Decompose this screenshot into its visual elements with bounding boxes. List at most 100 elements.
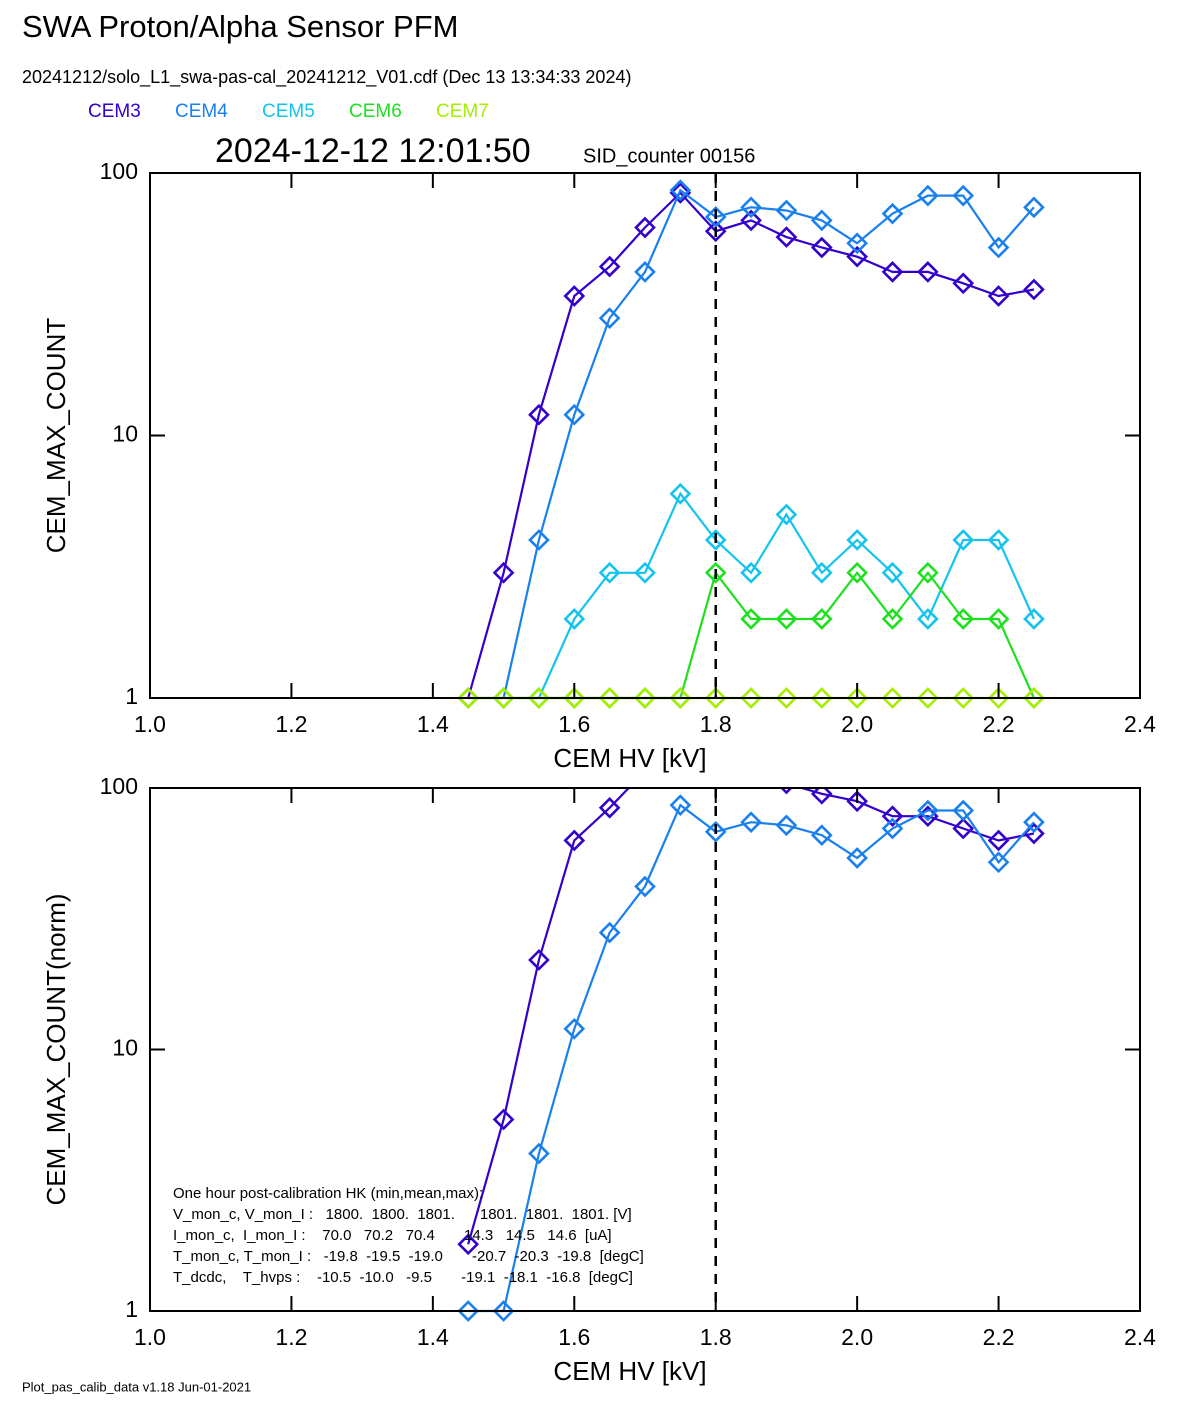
data-point [563,829,586,852]
data-point [987,851,1010,874]
data-point [1023,687,1045,709]
data-point [987,608,1010,630]
data-point [457,1300,480,1322]
x-tick-label: 1.6 [558,711,590,737]
x-tick-label: 2.0 [841,711,873,737]
x-tick-label: 1.8 [700,1324,732,1350]
data-point [846,687,868,709]
x-tick-label: 1.6 [558,1324,590,1350]
data-point [810,824,833,847]
data-point [881,817,904,840]
data-point [492,1108,515,1131]
data-point [810,608,833,630]
data-point [669,687,692,709]
data-point [704,687,727,709]
y-axis-label: CEM_MAX_COUNT(norm) [41,893,71,1205]
data-point [598,255,621,278]
legend-entry: CEM3 [88,101,141,122]
data-point [952,687,975,709]
data-point [846,561,868,584]
data-point [669,182,692,204]
data-point [881,561,904,584]
data-point [528,1142,550,1165]
data-point [810,209,833,232]
axes-frame [149,787,1141,1312]
data-point [987,285,1010,307]
data-point [1023,278,1045,301]
legend-entry: CEM6 [349,101,402,122]
data-point [563,608,586,630]
data-point [987,236,1010,259]
data-point [917,261,939,283]
series-line [467,191,1035,699]
data-point [881,608,904,630]
data-point [775,199,798,222]
footer: Plot_pas_calib_data v1.18 Jun-01-2021 [22,1379,251,1394]
data-point [492,1300,515,1322]
data-point [704,561,727,584]
data-point [740,811,762,834]
data-point [704,820,727,843]
data-point [810,561,833,584]
annotation-line: V_mon_c, V_mon_I : 1800. 1800. 1801. 180… [173,1206,632,1223]
annotation-line: T_mon_c, T_mon_I : -19.8 -19.5 -19.0 -20… [173,1248,644,1265]
x-tick-label: 2.4 [1124,711,1156,737]
data-point [780,788,793,795]
data-point [917,184,939,207]
data-point [598,561,621,584]
data-point [634,216,656,239]
data-point [881,805,904,828]
data-point [634,261,656,283]
data-point [528,687,550,709]
x-tick-label: 2.2 [983,711,1015,737]
series-line [467,788,1035,1245]
data-point [598,796,621,819]
x-tick-label: 1.4 [417,1324,449,1350]
data-point [987,687,1010,709]
data-point [563,687,586,709]
data-point [987,829,1010,852]
x-tick-label: 1.2 [275,1324,307,1350]
data-point [492,687,515,709]
y-tick-label: 10 [112,421,138,447]
data-point [881,687,904,709]
data-point [634,561,656,584]
annotation-line: One hour post-calibration HK (min,mean,m… [173,1185,483,1202]
x-tick-label: 2.2 [983,1324,1015,1350]
annotation-line: T_dcdc, T_hvps : -10.5 -10.0 -9.5 -19.1 … [173,1269,633,1286]
data-point [846,245,868,268]
data-point [952,799,975,822]
x-tick-label: 1.4 [417,711,449,737]
data-point [775,687,798,709]
file-info: 20241212/solo_L1_swa-pas-cal_20241212_V0… [22,67,631,88]
y-axis-label: CEM_MAX_COUNT [41,318,71,554]
annotation-line: I_mon_c, I_mon_I : 70.0 70.2 70.4 14.3 1… [173,1227,612,1244]
data-point [740,561,762,584]
data-point [669,179,692,202]
data-point [563,1017,586,1040]
x-tick-label: 1.0 [134,711,166,737]
data-point [740,196,762,219]
data-point [810,687,833,709]
data-point [669,794,692,816]
data-point [457,687,480,709]
x-tick-label: 1.2 [275,711,307,737]
legend-entry: CEM4 [175,101,228,122]
data-point [634,687,656,709]
data-point [917,608,939,630]
series-line [468,803,1035,1313]
data-point [846,529,868,551]
page-title: SWA Proton/Alpha Sensor PFM [22,9,458,44]
data-point [598,921,621,944]
data-point [563,285,586,307]
y-tick-label: 10 [112,1035,138,1061]
x-axis-label: CEM HV [kV] [553,1356,706,1386]
data-point [810,788,833,805]
data-point [704,220,727,243]
data-point [740,687,762,709]
data-point [1023,811,1045,834]
data-point [528,949,550,971]
x-tick-label: 2.0 [841,1324,873,1350]
data-point [563,403,586,426]
